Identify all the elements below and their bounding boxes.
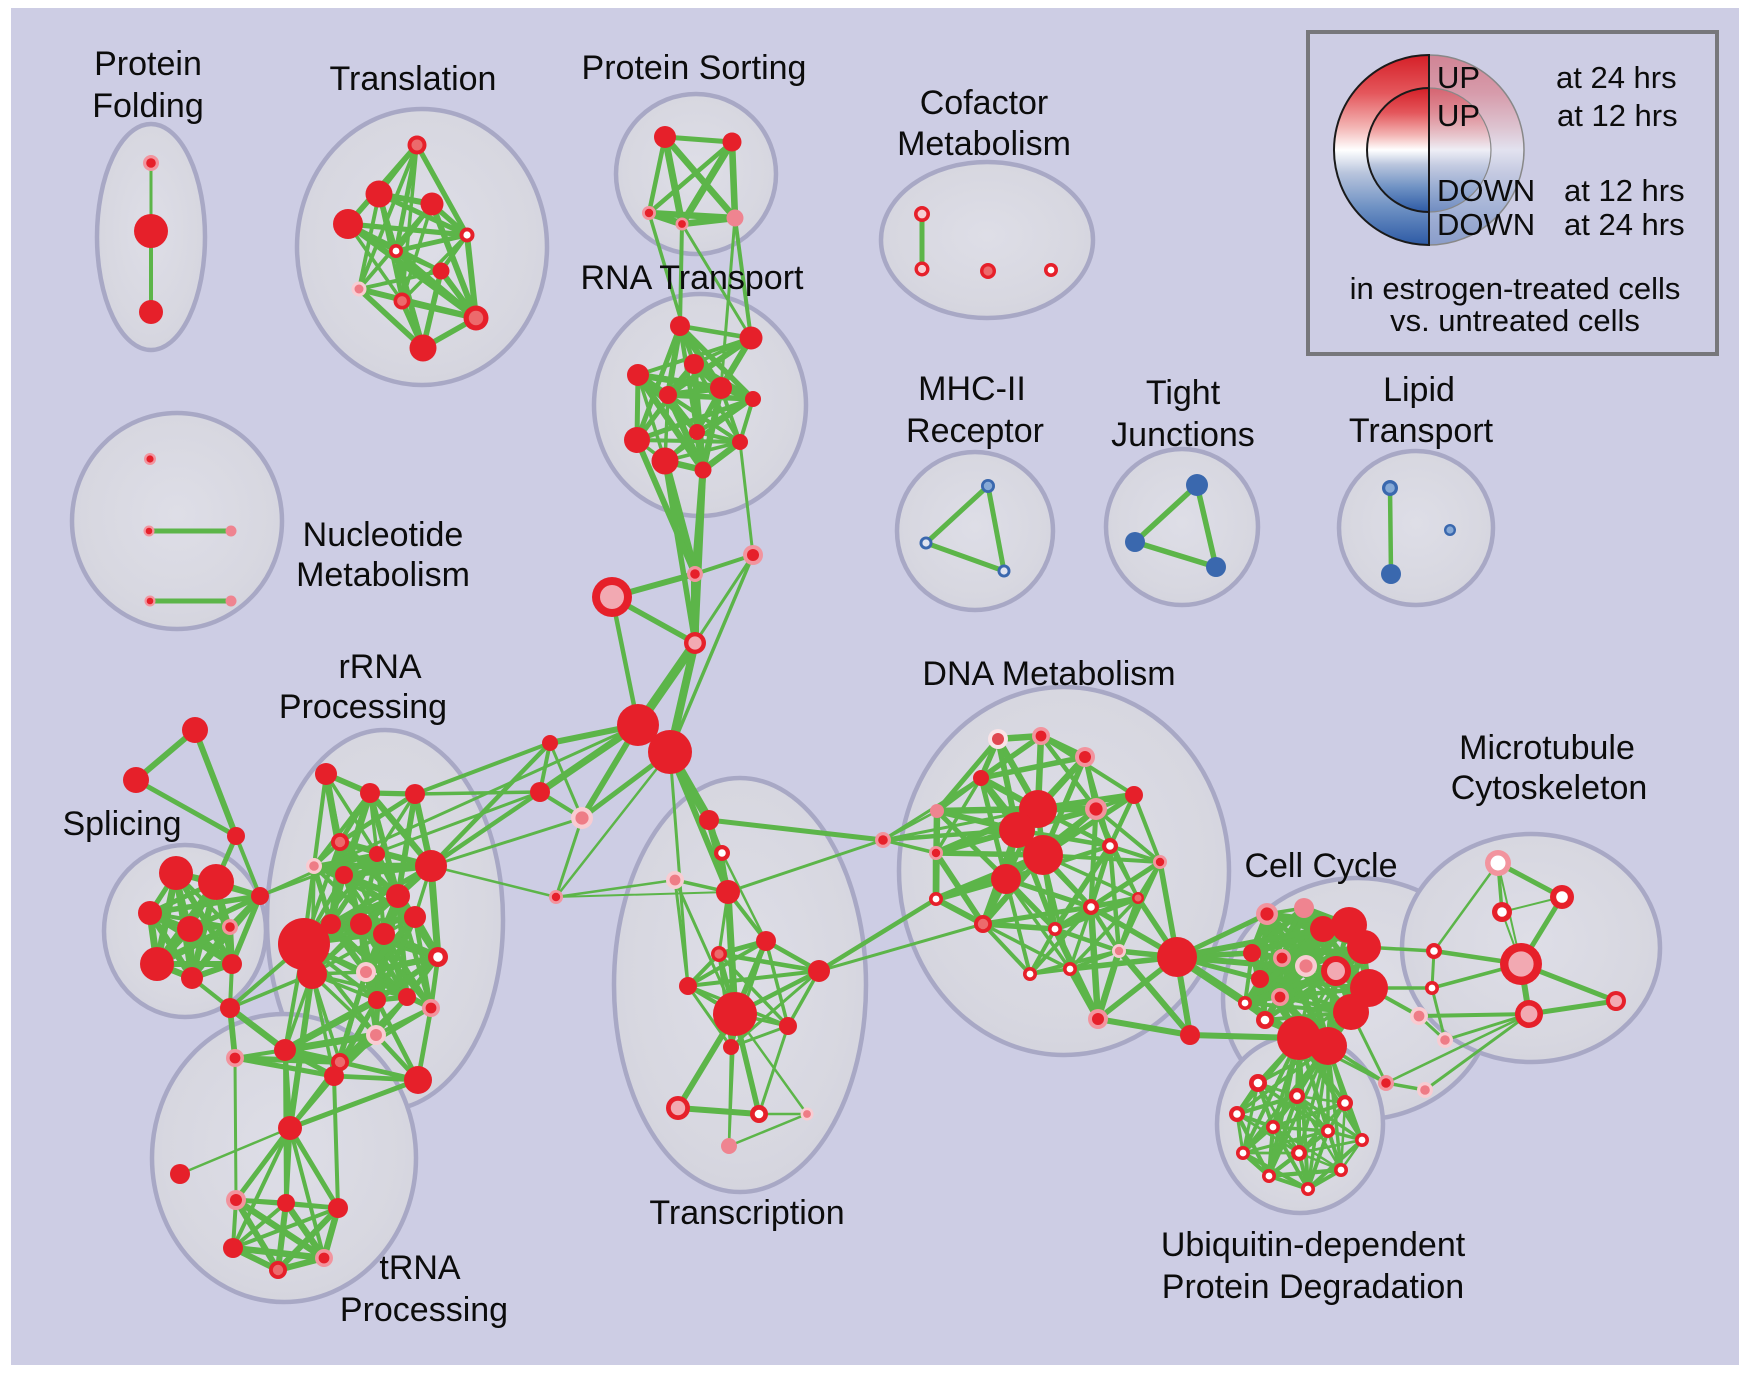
svg-text:Cell Cycle: Cell Cycle bbox=[1244, 847, 1397, 885]
svg-text:tRNA: tRNA bbox=[379, 1249, 461, 1287]
svg-text:at 24 hrs: at 24 hrs bbox=[1564, 207, 1685, 242]
svg-text:Translation: Translation bbox=[330, 60, 497, 98]
svg-text:Processing: Processing bbox=[279, 688, 447, 726]
svg-text:Transport: Transport bbox=[1349, 412, 1494, 450]
svg-text:Microtubule: Microtubule bbox=[1459, 729, 1635, 767]
svg-text:Nucleotide: Nucleotide bbox=[303, 516, 464, 554]
svg-text:Junctions: Junctions bbox=[1111, 416, 1255, 454]
svg-text:at 24 hrs: at 24 hrs bbox=[1556, 60, 1677, 95]
svg-text:Transcription: Transcription bbox=[649, 1194, 844, 1232]
svg-text:Lipid: Lipid bbox=[1383, 371, 1455, 409]
svg-text:UP: UP bbox=[1437, 98, 1480, 133]
svg-text:at 12 hrs: at 12 hrs bbox=[1564, 173, 1685, 208]
svg-text:at 12 hrs: at 12 hrs bbox=[1557, 98, 1678, 133]
svg-text:Processing: Processing bbox=[340, 1291, 508, 1329]
svg-text:rRNA: rRNA bbox=[338, 648, 421, 686]
svg-text:Tight: Tight bbox=[1146, 374, 1221, 412]
svg-text:Protein Degradation: Protein Degradation bbox=[1162, 1268, 1464, 1306]
svg-text:Splicing: Splicing bbox=[62, 805, 181, 843]
svg-text:Cofactor: Cofactor bbox=[920, 84, 1049, 122]
svg-text:in estrogen-treated cells: in estrogen-treated cells bbox=[1350, 271, 1681, 306]
svg-text:Metabolism: Metabolism bbox=[897, 125, 1071, 163]
svg-text:Ubiquitin-dependent: Ubiquitin-dependent bbox=[1161, 1226, 1466, 1264]
svg-text:DNA Metabolism: DNA Metabolism bbox=[922, 655, 1175, 693]
svg-text:Metabolism: Metabolism bbox=[296, 556, 470, 594]
svg-text:Receptor: Receptor bbox=[906, 412, 1044, 450]
svg-text:vs. untreated cells: vs. untreated cells bbox=[1390, 303, 1640, 338]
svg-text:Folding: Folding bbox=[92, 87, 204, 125]
svg-text:UP: UP bbox=[1437, 60, 1480, 95]
svg-text:Protein Sorting: Protein Sorting bbox=[582, 49, 807, 87]
svg-text:DOWN: DOWN bbox=[1437, 207, 1535, 242]
svg-text:Cytoskeleton: Cytoskeleton bbox=[1451, 769, 1648, 807]
svg-text:RNA Transport: RNA Transport bbox=[581, 259, 805, 297]
svg-text:Protein: Protein bbox=[94, 45, 202, 83]
svg-text:MHC-II: MHC-II bbox=[918, 370, 1026, 408]
svg-text:DOWN: DOWN bbox=[1437, 173, 1535, 208]
